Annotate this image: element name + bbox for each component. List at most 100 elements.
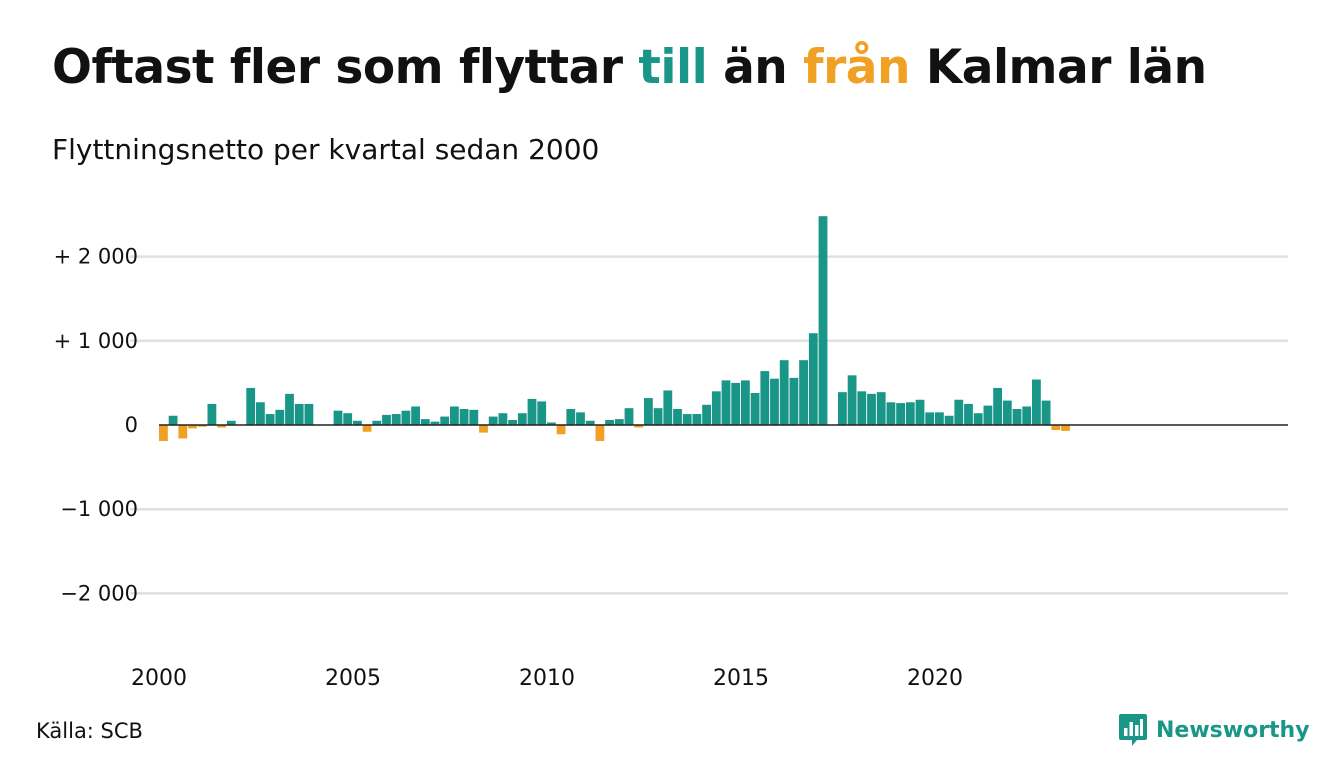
- bar: [479, 425, 488, 433]
- bar: [275, 409, 285, 425]
- bar: [896, 403, 905, 425]
- bar: [188, 425, 197, 429]
- bar: [925, 412, 935, 425]
- bar-chart: + 2 000 + 1 000 0 −1 000 −2 000 2000 2005 2010…: [54, 216, 1288, 691]
- title-suffix: Kalmar län: [925, 40, 1207, 95]
- bar: [537, 401, 547, 425]
- bar: [750, 393, 760, 425]
- bar: [799, 360, 808, 425]
- y-tick-label: −2 000: [60, 581, 138, 605]
- bar: [857, 391, 867, 425]
- bar: [692, 414, 702, 425]
- bar: [469, 409, 479, 425]
- y-tick-label: −1 000: [60, 497, 138, 521]
- bar: [818, 216, 828, 425]
- x-tick-label: 2020: [907, 666, 963, 691]
- brand-logo: Newsworthy: [1118, 713, 1310, 747]
- bar: [401, 410, 411, 425]
- bar: [1032, 379, 1041, 425]
- x-tick-label: 2015: [713, 666, 769, 691]
- bar: [576, 412, 585, 425]
- bar: [663, 390, 673, 425]
- bar: [614, 419, 624, 425]
- x-tick-label: 2010: [519, 666, 575, 691]
- bar: [226, 420, 236, 425]
- bar: [1022, 406, 1032, 425]
- bar: [285, 393, 294, 425]
- bar: [935, 412, 944, 425]
- bar: [566, 409, 576, 425]
- bar: [411, 406, 420, 425]
- brand-name: Newsworthy: [1156, 717, 1310, 743]
- y-tick-label: + 2 000: [54, 245, 138, 269]
- bar: [760, 371, 770, 425]
- chart-subtitle: Flyttningsnetto per kvartal sedan 2000: [52, 133, 600, 166]
- bar: [420, 419, 430, 425]
- bar: [867, 393, 876, 425]
- bar: [915, 399, 925, 425]
- bar: [517, 413, 527, 425]
- bar: [265, 414, 275, 425]
- bar: [547, 422, 556, 425]
- bar: [973, 413, 983, 425]
- bar: [682, 414, 692, 425]
- bar: [372, 420, 382, 425]
- bar: [440, 416, 450, 425]
- bar: [653, 408, 663, 425]
- bar: [1041, 400, 1051, 425]
- bar: [382, 414, 391, 425]
- bar: [838, 392, 847, 425]
- bar: [304, 403, 314, 425]
- title-prefix: Oftast fler som flyttar: [52, 40, 623, 95]
- title-highlight-fran: från: [803, 40, 910, 95]
- source-note: Källa: SCB: [36, 719, 143, 743]
- bar: [779, 360, 789, 425]
- bar: [1002, 400, 1012, 425]
- bar: [556, 425, 566, 435]
- bar: [178, 425, 188, 439]
- bar: [498, 413, 508, 425]
- bar: [1012, 409, 1022, 425]
- bar: [391, 414, 401, 425]
- bar: [634, 425, 644, 428]
- bar: [508, 419, 517, 425]
- bar: [741, 380, 750, 425]
- bar: [702, 404, 711, 425]
- bar: [673, 409, 682, 425]
- bar: [711, 391, 721, 425]
- y-axis-tick-labels: + 2 000 + 1 000 0 −1 000 −2 000: [54, 245, 138, 606]
- bar: [847, 375, 857, 425]
- bar: [488, 416, 498, 425]
- bar: [256, 402, 265, 425]
- bar: [168, 415, 178, 425]
- bar: [217, 425, 226, 428]
- bar: [430, 421, 440, 425]
- bar: [644, 398, 653, 425]
- bar: [294, 403, 304, 425]
- x-axis-tick-labels: 2000 2005 2010 2015 2020: [131, 666, 963, 691]
- bar: [343, 413, 353, 425]
- bar: [731, 382, 741, 425]
- y-tick-label: + 1 000: [54, 329, 138, 353]
- bar: [964, 403, 973, 425]
- bar: [527, 398, 537, 425]
- bar: [983, 405, 993, 425]
- bar: [1051, 425, 1061, 431]
- bar: [789, 377, 799, 425]
- bar: [886, 402, 896, 425]
- bar: [333, 410, 343, 425]
- bar: [246, 387, 256, 425]
- title-highlight-till: till: [638, 40, 708, 95]
- bar: [944, 415, 954, 425]
- bar: [993, 387, 1002, 425]
- bar: [362, 425, 372, 432]
- bar: [207, 403, 217, 425]
- chart-title: Oftast fler som flyttar till än från Kal…: [52, 40, 1207, 95]
- bar: [595, 425, 605, 441]
- bar: [605, 419, 614, 425]
- bar: [197, 425, 207, 427]
- title-middle: än: [723, 40, 788, 95]
- bar: [770, 378, 779, 425]
- newsworthy-logo-icon: [1119, 714, 1147, 746]
- y-tick-label: 0: [125, 413, 138, 437]
